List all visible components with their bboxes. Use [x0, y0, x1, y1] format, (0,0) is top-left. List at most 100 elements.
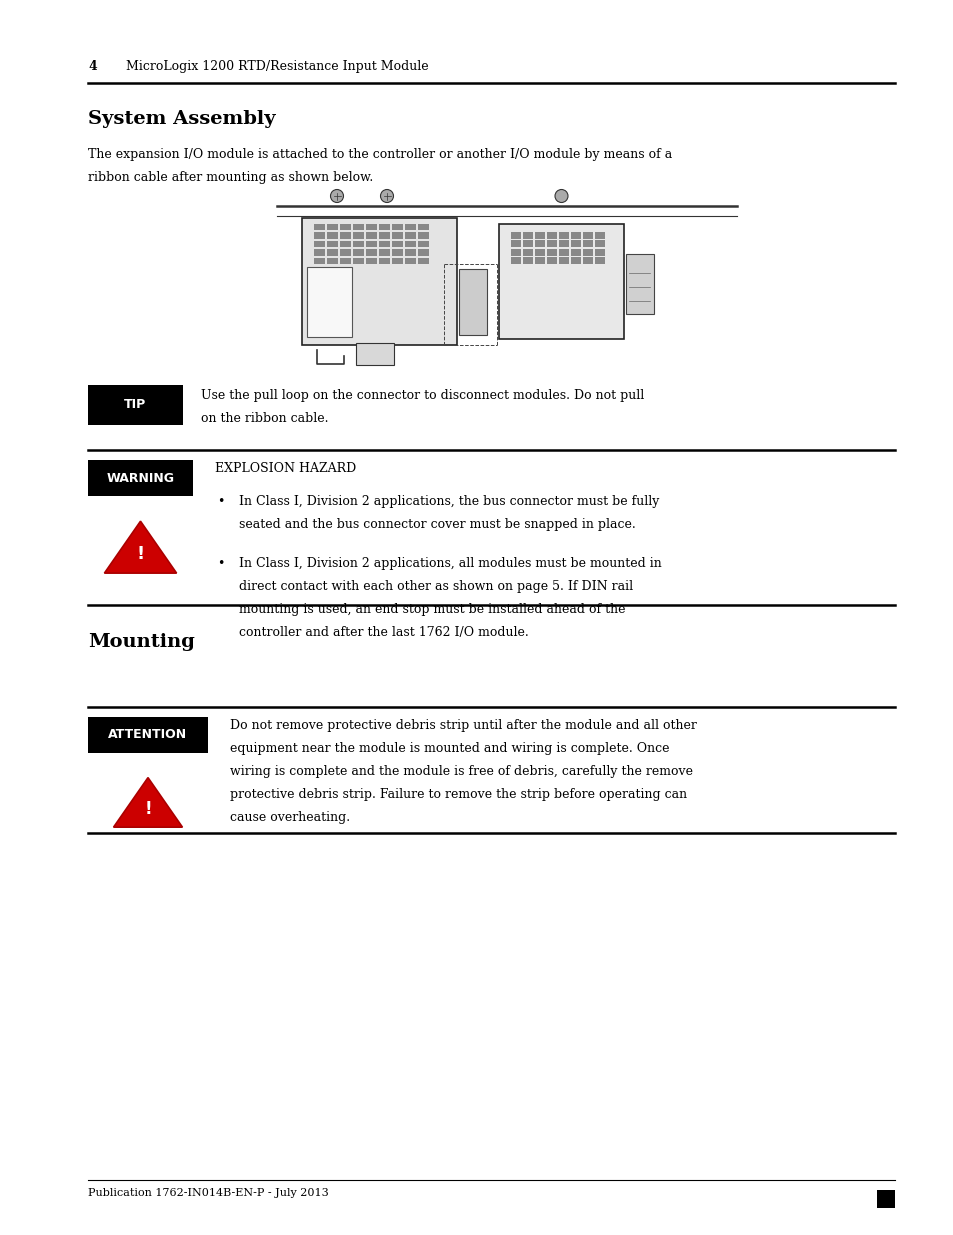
- FancyBboxPatch shape: [417, 232, 429, 238]
- FancyBboxPatch shape: [314, 224, 325, 230]
- Polygon shape: [113, 778, 182, 827]
- FancyBboxPatch shape: [595, 257, 604, 264]
- FancyBboxPatch shape: [307, 267, 352, 337]
- FancyBboxPatch shape: [339, 232, 351, 238]
- FancyBboxPatch shape: [405, 258, 416, 264]
- FancyBboxPatch shape: [511, 248, 520, 256]
- FancyBboxPatch shape: [417, 241, 429, 247]
- FancyBboxPatch shape: [314, 249, 325, 256]
- Text: Mounting: Mounting: [88, 634, 194, 651]
- FancyBboxPatch shape: [378, 241, 390, 247]
- Polygon shape: [104, 521, 176, 573]
- Text: EXPLOSION HAZARD: EXPLOSION HAZARD: [214, 462, 355, 475]
- FancyBboxPatch shape: [571, 240, 580, 247]
- FancyBboxPatch shape: [546, 231, 557, 238]
- Circle shape: [555, 189, 567, 203]
- FancyBboxPatch shape: [876, 1191, 894, 1208]
- Text: •: •: [216, 557, 224, 571]
- FancyBboxPatch shape: [417, 224, 429, 230]
- FancyBboxPatch shape: [353, 258, 364, 264]
- Text: In Class I, Division 2 applications, the bus connector must be fully: In Class I, Division 2 applications, the…: [239, 495, 659, 508]
- FancyBboxPatch shape: [314, 232, 325, 238]
- FancyBboxPatch shape: [339, 241, 351, 247]
- FancyBboxPatch shape: [353, 232, 364, 238]
- Text: !: !: [144, 800, 152, 818]
- FancyBboxPatch shape: [458, 269, 486, 335]
- FancyBboxPatch shape: [582, 257, 593, 264]
- Text: equipment near the module is mounted and wiring is complete. Once: equipment near the module is mounted and…: [230, 742, 669, 755]
- FancyBboxPatch shape: [366, 224, 376, 230]
- FancyBboxPatch shape: [571, 248, 580, 256]
- Text: Publication 1762-IN014B-EN-P - July 2013: Publication 1762-IN014B-EN-P - July 2013: [88, 1188, 329, 1198]
- Text: Use the pull loop on the connector to disconnect modules. Do not pull: Use the pull loop on the connector to di…: [201, 389, 643, 403]
- FancyBboxPatch shape: [366, 241, 376, 247]
- Circle shape: [380, 189, 393, 203]
- FancyBboxPatch shape: [327, 224, 337, 230]
- Text: seated and the bus connector cover must be snapped in place.: seated and the bus connector cover must …: [239, 517, 635, 531]
- Circle shape: [330, 189, 343, 203]
- FancyBboxPatch shape: [339, 224, 351, 230]
- FancyBboxPatch shape: [535, 248, 544, 256]
- Text: wiring is complete and the module is free of debris, carefully the remove: wiring is complete and the module is fre…: [230, 764, 692, 778]
- FancyBboxPatch shape: [625, 254, 654, 314]
- FancyBboxPatch shape: [327, 241, 337, 247]
- FancyBboxPatch shape: [546, 257, 557, 264]
- Text: ATTENTION: ATTENTION: [109, 729, 188, 741]
- FancyBboxPatch shape: [417, 249, 429, 256]
- Text: System Assembly: System Assembly: [88, 110, 275, 128]
- Text: WARNING: WARNING: [107, 472, 174, 484]
- FancyBboxPatch shape: [353, 241, 364, 247]
- FancyBboxPatch shape: [88, 718, 208, 753]
- Text: ribbon cable after mounting as shown below.: ribbon cable after mounting as shown bel…: [88, 170, 373, 184]
- FancyBboxPatch shape: [522, 240, 533, 247]
- FancyBboxPatch shape: [405, 241, 416, 247]
- FancyBboxPatch shape: [535, 257, 544, 264]
- FancyBboxPatch shape: [378, 249, 390, 256]
- Text: MicroLogix 1200 RTD/Resistance Input Module: MicroLogix 1200 RTD/Resistance Input Mod…: [126, 61, 428, 73]
- FancyBboxPatch shape: [558, 240, 568, 247]
- FancyBboxPatch shape: [378, 224, 390, 230]
- FancyBboxPatch shape: [558, 257, 568, 264]
- FancyBboxPatch shape: [595, 231, 604, 238]
- FancyBboxPatch shape: [511, 257, 520, 264]
- FancyBboxPatch shape: [558, 231, 568, 238]
- FancyBboxPatch shape: [582, 240, 593, 247]
- FancyBboxPatch shape: [88, 385, 183, 425]
- Text: protective debris strip. Failure to remove the strip before operating can: protective debris strip. Failure to remo…: [230, 788, 686, 802]
- Text: The expansion I/O module is attached to the controller or another I/O module by : The expansion I/O module is attached to …: [88, 148, 672, 161]
- FancyBboxPatch shape: [571, 231, 580, 238]
- Text: direct contact with each other as shown on page 5. If DIN rail: direct contact with each other as shown …: [239, 580, 633, 593]
- FancyBboxPatch shape: [353, 249, 364, 256]
- FancyBboxPatch shape: [353, 224, 364, 230]
- FancyBboxPatch shape: [405, 249, 416, 256]
- Text: on the ribbon cable.: on the ribbon cable.: [201, 412, 328, 425]
- FancyBboxPatch shape: [522, 248, 533, 256]
- FancyBboxPatch shape: [546, 248, 557, 256]
- Text: In Class I, Division 2 applications, all modules must be mounted in: In Class I, Division 2 applications, all…: [239, 557, 661, 571]
- Text: •: •: [216, 495, 224, 508]
- FancyBboxPatch shape: [378, 258, 390, 264]
- FancyBboxPatch shape: [511, 231, 520, 238]
- FancyBboxPatch shape: [366, 258, 376, 264]
- FancyBboxPatch shape: [405, 224, 416, 230]
- FancyBboxPatch shape: [392, 224, 402, 230]
- FancyBboxPatch shape: [535, 240, 544, 247]
- FancyBboxPatch shape: [522, 231, 533, 238]
- FancyBboxPatch shape: [366, 249, 376, 256]
- Text: 4: 4: [88, 61, 96, 73]
- Text: cause overheating.: cause overheating.: [230, 811, 350, 824]
- FancyBboxPatch shape: [558, 248, 568, 256]
- FancyBboxPatch shape: [417, 258, 429, 264]
- FancyBboxPatch shape: [405, 232, 416, 238]
- FancyBboxPatch shape: [327, 258, 337, 264]
- Text: mounting is used, an end stop must be installed ahead of the: mounting is used, an end stop must be in…: [239, 603, 625, 616]
- FancyBboxPatch shape: [327, 232, 337, 238]
- FancyBboxPatch shape: [535, 231, 544, 238]
- Text: TIP: TIP: [124, 399, 147, 411]
- FancyBboxPatch shape: [392, 241, 402, 247]
- FancyBboxPatch shape: [366, 232, 376, 238]
- FancyBboxPatch shape: [378, 232, 390, 238]
- FancyBboxPatch shape: [392, 232, 402, 238]
- Text: !: !: [136, 545, 145, 563]
- Text: controller and after the last 1762 I/O module.: controller and after the last 1762 I/O m…: [239, 626, 528, 638]
